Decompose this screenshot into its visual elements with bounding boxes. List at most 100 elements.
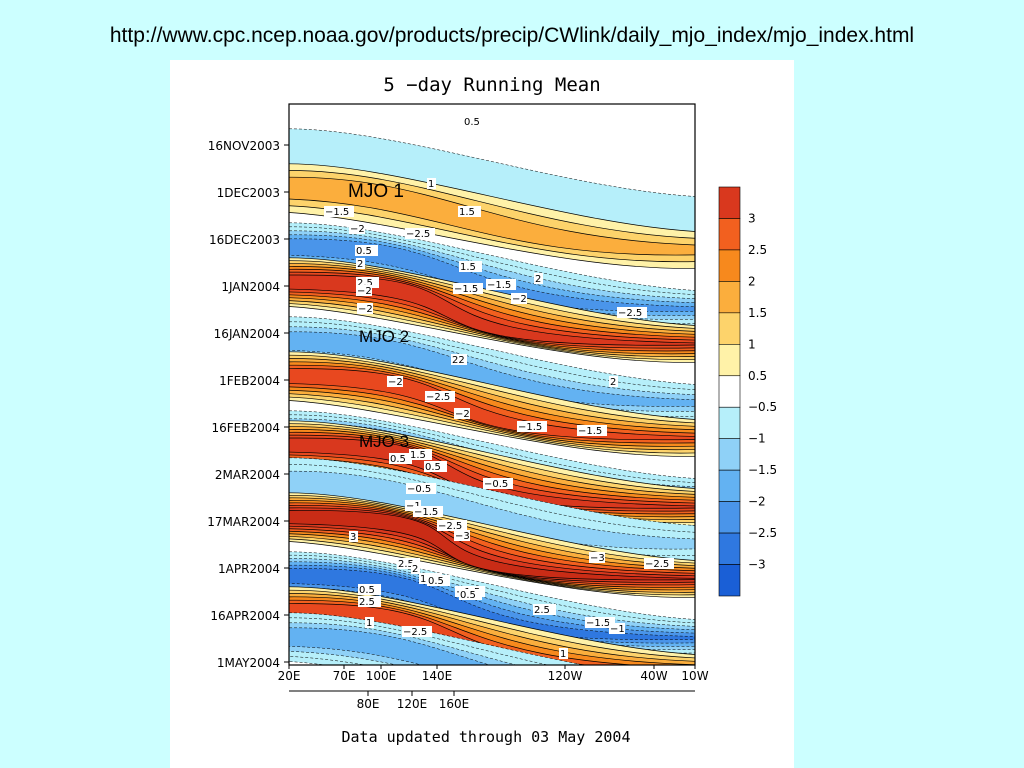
- svg-text:−2: −2: [358, 304, 373, 315]
- contour-label: 1.5: [459, 261, 482, 273]
- contour-label: −1.5: [577, 425, 607, 437]
- chart-title: 5 −day Running Mean: [383, 74, 600, 96]
- contour-label: −0.5: [406, 483, 436, 495]
- colorbar-level: 2.5: [748, 243, 767, 257]
- contour-label: 2.5: [358, 596, 381, 608]
- contour-label: −2.5: [617, 307, 647, 319]
- colorbar-level: −3: [748, 558, 766, 572]
- svg-text:−1.5: −1.5: [454, 284, 478, 295]
- colorbar-swatch: [718, 218, 741, 251]
- colorbar-swatch: [718, 249, 741, 282]
- contour-label: −3: [454, 530, 470, 542]
- y-tick-label: 16FEB2004: [211, 421, 280, 435]
- colorbar-level: 0.5: [748, 369, 767, 383]
- x-tick-label: 120W: [548, 669, 583, 683]
- contour-label: 2: [609, 376, 618, 388]
- colorbar-level: −2.5: [748, 526, 777, 540]
- x-tick-label-secondary: 160E: [439, 697, 470, 711]
- y-tick-label: 1JAN2004: [221, 280, 280, 294]
- contour-band: [289, 627, 491, 665]
- x-tick-label: 140E: [422, 669, 453, 683]
- contour-label: −2: [511, 293, 527, 305]
- hovmoller-chart: 5 −day Running Mean 0.511.5−1.5−2 −2.50.5…: [207, 74, 777, 746]
- svg-text:22: 22: [452, 355, 465, 366]
- svg-text:1: 1: [366, 618, 372, 629]
- svg-text:1.5: 1.5: [459, 207, 475, 218]
- svg-text:−2.5: −2.5: [426, 392, 450, 403]
- svg-text:−1.5: −1.5: [487, 280, 511, 291]
- svg-text:2.5: 2.5: [398, 559, 414, 570]
- colorbar-level: −0.5: [748, 400, 777, 414]
- contour-label: −2.5: [405, 228, 435, 240]
- contour-label: −2: [356, 285, 372, 297]
- contour-label: −2.5: [425, 391, 455, 403]
- svg-text:−2.5: −2.5: [645, 559, 669, 570]
- y-tick-label: 1FEB2004: [219, 374, 280, 388]
- svg-text:−1: −1: [610, 624, 625, 635]
- contour-fills: [289, 104, 695, 665]
- colorbar-swatch: [718, 281, 741, 314]
- svg-text:0.5: 0.5: [390, 454, 406, 465]
- y-tick-label: 1MAY2004: [217, 656, 280, 670]
- mjo-label: MJO 1: [348, 181, 404, 202]
- y-tick-label: 16JAN2004: [214, 327, 280, 341]
- contour-label: 2: [411, 563, 420, 575]
- svg-text:−0.5: −0.5: [407, 484, 431, 495]
- svg-text:0.5: 0.5: [425, 462, 441, 473]
- svg-text:0.5: 0.5: [464, 117, 480, 128]
- x-tick-label-secondary: 80E: [357, 697, 380, 711]
- svg-text:1.5: 1.5: [410, 450, 426, 461]
- svg-text:0.5: 0.5: [460, 590, 476, 601]
- contour-label: 1: [427, 178, 436, 190]
- colorbar-level: −1: [748, 432, 766, 446]
- source-url[interactable]: http://www.cpc.ncep.noaa.gov/products/pr…: [109, 24, 915, 47]
- colorbar-swatch: [718, 564, 741, 597]
- svg-text:−0.5: −0.5: [484, 479, 508, 490]
- x-tick-label: 40W: [640, 669, 667, 683]
- colorbar: 3 2.5 2 1.5 1 0.5 −0.5 −1 −1.5 −2 −2.5 −3: [718, 186, 777, 597]
- contour-label: 1: [559, 648, 568, 660]
- contour-label: 0.5: [355, 245, 378, 257]
- svg-text:−1.5: −1.5: [325, 207, 349, 218]
- colorbar-level: 1.5: [748, 306, 767, 320]
- y-tick-label: 17MAR2004: [207, 515, 280, 529]
- colorbar-swatch: [718, 469, 741, 502]
- colorbar-swatch: [718, 406, 741, 439]
- svg-text:0.5: 0.5: [359, 585, 375, 596]
- contour-label: 2.5: [533, 604, 556, 616]
- contour-label: 2.5: [356, 277, 379, 289]
- contour-label: −1.5: [413, 506, 443, 518]
- contour-label: 3: [349, 531, 358, 543]
- contour-label: 0.5: [424, 461, 447, 473]
- colorbar-swatch: [718, 532, 741, 565]
- colorbar-level: 2: [748, 274, 756, 288]
- svg-text:2.5: 2.5: [357, 278, 373, 289]
- colorbar-level: 1: [748, 337, 756, 351]
- contour-label: −2.5: [437, 520, 467, 532]
- svg-text:−2.5: −2.5: [438, 521, 462, 532]
- x-tick-label: 10W: [681, 669, 708, 683]
- contour-labels: 0.511.5−1.5−2 −2.50.52 1.522.5−2 −1.5 −1.5−2…: [324, 116, 674, 660]
- contour-label: 2.5: [397, 558, 420, 570]
- contour-label: −1.5: [486, 279, 516, 291]
- contour-band: [289, 331, 695, 407]
- chart-footer: Data updated through 03 May 2004: [342, 728, 631, 746]
- colorbar-swatch: [718, 501, 741, 534]
- contour-label: −2: [454, 408, 470, 420]
- contour-label: −1: [609, 623, 625, 635]
- mjo-label: MJO 3: [359, 432, 409, 451]
- svg-text:−2.5: −2.5: [403, 627, 427, 638]
- contour-label: 0.5: [459, 589, 482, 601]
- svg-text:−1.5: −1.5: [518, 422, 542, 433]
- svg-text:−3: −3: [590, 553, 605, 564]
- contour-band: [289, 176, 695, 256]
- svg-text:1.5: 1.5: [460, 262, 476, 273]
- contour-label: −1.5: [324, 206, 354, 218]
- mjo-label: MJO 2: [359, 327, 409, 346]
- contour-label: 0.5: [389, 453, 412, 465]
- contour-label: −2: [349, 223, 365, 235]
- svg-text:1: 1: [560, 649, 566, 660]
- y-tick-label: 16APR2004: [210, 609, 280, 623]
- colorbar-level: −2: [748, 495, 766, 509]
- y-tick-label: 1APR2004: [218, 562, 280, 576]
